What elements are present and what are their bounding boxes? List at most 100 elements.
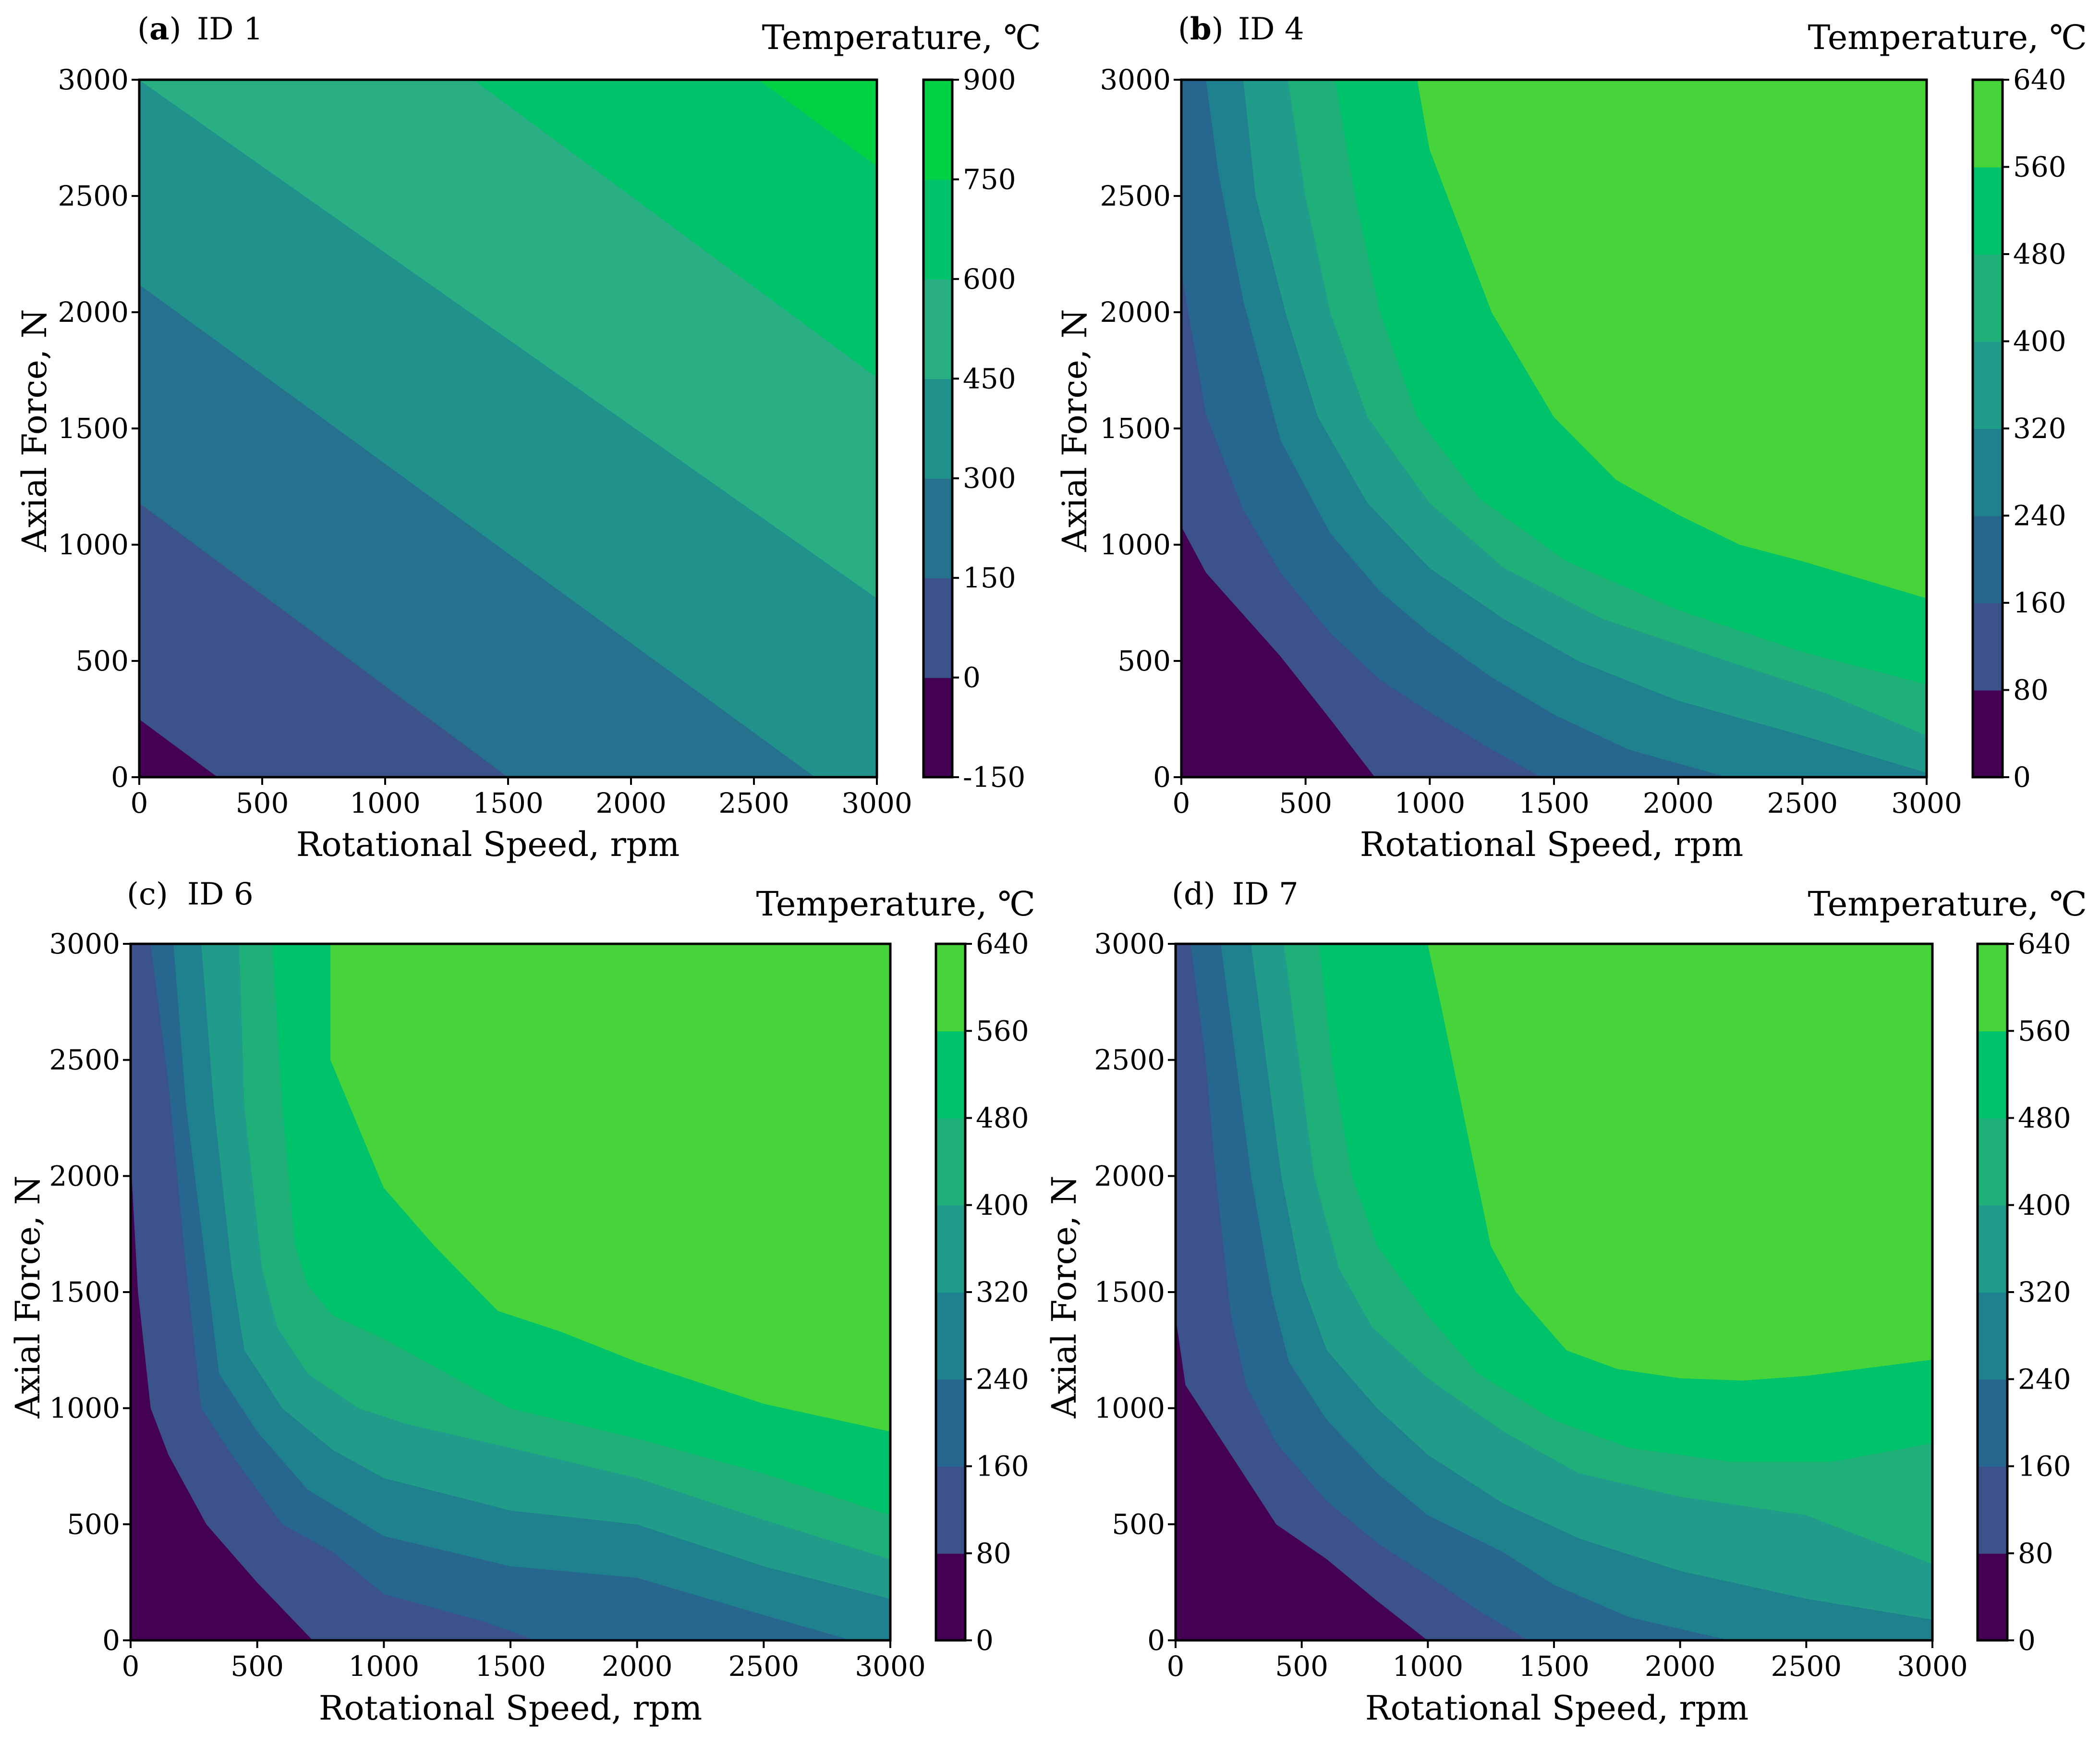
y-tick-label: 0 xyxy=(102,1624,120,1657)
y-axis-label-c: Axial Force, N xyxy=(8,1175,48,1419)
colorbar-segment xyxy=(923,578,952,678)
colorbar-tick-label: 560 xyxy=(2018,1014,2071,1047)
colorbar-segment xyxy=(1978,1379,2007,1467)
y-tick-label: 0 xyxy=(1153,761,1171,794)
colorbar-tick-label: 400 xyxy=(976,1189,1029,1221)
colorbar-tick-label: 240 xyxy=(2013,500,2066,532)
colorbar-segment xyxy=(1978,944,2007,1032)
colorbar-tick-label: 640 xyxy=(2013,63,2066,96)
plot-area-d xyxy=(1174,942,1934,1642)
panel-c: (c) ID 6 Temperature, ℃ 0 500 1000 1500 2000… xyxy=(8,877,1035,1728)
y-tick-label: 500 xyxy=(67,1508,120,1540)
y-tick-label: 2500 xyxy=(49,1044,120,1076)
y-tick-label: 3000 xyxy=(1094,928,1165,960)
y-tick-label: 2500 xyxy=(1100,180,1171,212)
y-tick-label: 2000 xyxy=(58,296,129,329)
plot-area-b xyxy=(1180,78,1928,779)
colorbar-tick-label: 560 xyxy=(2013,151,2066,183)
panel-label-d: (d) xyxy=(1172,877,1215,912)
x-axis-label-a: Rotational Speed, rpm xyxy=(296,825,680,864)
colorbar-segment xyxy=(936,1118,965,1206)
x-tick-label: 2500 xyxy=(718,787,789,819)
panel-label-c: (c) xyxy=(127,877,168,912)
x-tick-label: 0 xyxy=(1167,1650,1185,1683)
y-tick-label: 1500 xyxy=(49,1276,120,1308)
x-tick-label: 1500 xyxy=(1518,787,1590,819)
colorbar-segment xyxy=(923,179,952,280)
colorbar-d: 0 80 160 240 320 400 480 560 640 xyxy=(1976,928,2071,1657)
y-tick-label: 0 xyxy=(1147,1624,1165,1657)
y-tick-label: 2000 xyxy=(1094,1160,1165,1192)
colorbar-segment xyxy=(923,478,952,579)
colorbar-segment xyxy=(1973,254,2003,342)
colorbar-tick-label: 80 xyxy=(2018,1537,2053,1570)
x-tick-label: 3000 xyxy=(855,1650,926,1683)
colorbar-segment xyxy=(1978,1292,2007,1380)
colorbar-segment xyxy=(1973,167,2003,255)
x-tick-label: 1500 xyxy=(1518,1650,1590,1683)
colorbar-segment xyxy=(936,1553,965,1641)
colorbar-tick-label: 600 xyxy=(963,263,1016,295)
x-axis-label-d: Rotational Speed, rpm xyxy=(1365,1688,1748,1728)
colorbar-tick-label: 0 xyxy=(2013,761,2031,794)
y-tick-label: 1000 xyxy=(1094,1392,1165,1425)
panel-label-b: (b) xyxy=(1178,11,1224,47)
colorbar-tick-label: 300 xyxy=(963,462,1016,495)
x-tick-label: 1000 xyxy=(1395,787,1466,819)
y-ticks-c: 0 500 1000 1500 2000 2500 3000 xyxy=(49,928,131,1657)
x-tick-label: 2500 xyxy=(728,1650,800,1683)
colorbar-title-c: Temperature, ℃ xyxy=(756,884,1035,924)
colorbar-segment xyxy=(1973,603,2003,691)
panel-a: (a) ID 1 Temperature, ℃ 0 500 1000 1500 2000… xyxy=(15,11,1041,864)
colorbar-segment xyxy=(936,1031,965,1119)
colorbar-tick-label: 150 xyxy=(963,562,1016,594)
y-tick-label: 2500 xyxy=(58,180,129,212)
colorbar-c: 0 80 160 240 320 400 480 560 640 xyxy=(935,928,1029,1657)
panel-title-c: ID 6 xyxy=(187,877,254,912)
x-tick-label: 500 xyxy=(1279,787,1332,819)
colorbar-tick-label: 0 xyxy=(2018,1624,2036,1657)
x-tick-label: 1500 xyxy=(473,787,544,819)
colorbar-tick-label: 80 xyxy=(2013,674,2049,707)
y-tick-label: 500 xyxy=(1117,645,1171,677)
colorbar-segment xyxy=(936,1205,965,1293)
colorbar-segment xyxy=(1973,690,2003,778)
x-tick-label: 500 xyxy=(231,1650,284,1683)
colorbar-tick-label: 160 xyxy=(2018,1450,2071,1483)
colorbar-tick-label: -150 xyxy=(963,761,1025,794)
colorbar-segment xyxy=(1978,1205,2007,1293)
x-tick-label: 2500 xyxy=(1767,787,1838,819)
panel-title-b: ID 4 xyxy=(1238,12,1304,47)
colorbar-tick-label: 240 xyxy=(976,1363,1029,1395)
y-tick-label: 3000 xyxy=(58,63,129,96)
panel-d: (d) ID 7 Temperature, ℃ 0 500 1000 1500 2000… xyxy=(1044,877,2087,1728)
colorbar-segment xyxy=(1973,80,2003,168)
x-tick-label: 2500 xyxy=(1771,1650,1842,1683)
x-tick-label: 2000 xyxy=(602,1650,673,1683)
colorbar-segment xyxy=(1973,341,2003,429)
colorbar-segment xyxy=(1978,1466,2007,1554)
panel-title-a: ID 1 xyxy=(197,12,263,47)
colorbar-segment xyxy=(1978,1031,2007,1119)
colorbar-title-a: Temperature, ℃ xyxy=(762,18,1041,57)
y-axis-label-d: Axial Force, N xyxy=(1044,1175,1084,1419)
y-tick-label: 1000 xyxy=(49,1392,120,1425)
x-tick-label: 0 xyxy=(122,1650,140,1683)
y-tick-label: 1500 xyxy=(1094,1276,1165,1308)
colorbar-segment xyxy=(1973,515,2003,603)
colorbar-segment xyxy=(936,1466,965,1554)
plot-area-c xyxy=(129,942,892,1642)
colorbar-tick-label: 0 xyxy=(963,661,981,694)
x-ticks-a: 0 500 1000 1500 2000 2500 3000 xyxy=(131,777,912,819)
colorbar-tick-label: 320 xyxy=(2013,412,2066,445)
x-tick-label: 1000 xyxy=(349,1650,420,1683)
colorbar-segment xyxy=(936,944,965,1032)
y-tick-label: 1500 xyxy=(58,412,129,445)
x-tick-label: 3000 xyxy=(1897,1650,1968,1683)
y-axis-label-b: Axial Force, N xyxy=(1055,309,1094,552)
y-tick-label: 2500 xyxy=(1094,1044,1165,1076)
x-ticks-d: 0 500 1000 1500 2000 2500 3000 xyxy=(1167,1640,1968,1683)
y-tick-label: 1500 xyxy=(1100,412,1171,445)
colorbar-segment xyxy=(1973,428,2003,516)
